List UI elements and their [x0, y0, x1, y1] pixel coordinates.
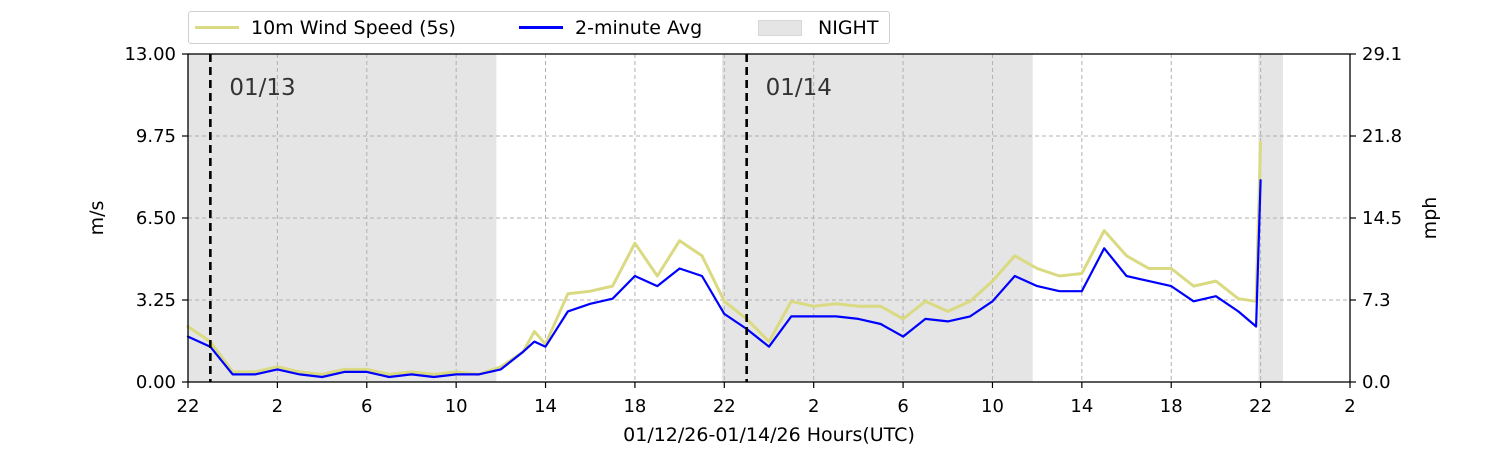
x-tick-label-7: 2 — [808, 396, 819, 417]
day-marker-label-0: 01/13 — [229, 75, 295, 101]
y-tick-label-left-4: 13.00 — [124, 44, 176, 65]
legend-item-wind-speed: 10m Wind Speed (5s) — [195, 12, 456, 43]
x-tick-label-4: 14 — [534, 396, 557, 417]
x-tick-label-8: 6 — [897, 396, 908, 417]
x-tick-label-1: 2 — [272, 396, 283, 417]
legend: 10m Wind Speed (5s) 2-minute Avg NIGHT — [188, 11, 890, 44]
y-tick-label-right-0: 0.0 — [1362, 372, 1391, 393]
legend-label-2min-avg: 2-minute Avg — [575, 16, 703, 39]
y-tick-label-right-1: 7.3 — [1362, 290, 1391, 311]
x-tick-label-5: 18 — [623, 396, 646, 417]
x-tick-label-2: 6 — [361, 396, 372, 417]
y-axis-label-right: mph — [1419, 197, 1441, 240]
x-axis-label: 01/12/26-01/14/26 Hours(UTC) — [623, 424, 915, 446]
y-tick-label-left-2: 6.50 — [136, 208, 176, 229]
axis-layer: 22 2 6 10 14 18 22 2 6 10 14 18 22 20.00 0.03.25 7.36.5… — [124, 44, 1402, 417]
y-axis-label-left: m/s — [86, 201, 108, 236]
legend-swatch-2min-avg — [519, 26, 563, 29]
day-marker-layer: 01/13 01/14 — [209, 54, 832, 382]
x-tick-label-6: 22 — [713, 396, 736, 417]
x-tick-label-9: 10 — [981, 396, 1004, 417]
y-tick-label-right-4: 29.1 — [1362, 44, 1402, 65]
series-layer — [186, 140, 1263, 379]
series-line-2min-avg — [186, 179, 1262, 379]
day-marker-label-1: 01/14 — [766, 75, 832, 101]
y-tick-label-right-2: 14.5 — [1362, 208, 1402, 229]
legend-item-night: NIGHT — [758, 12, 878, 43]
y-tick-label-left-0: 0.00 — [136, 372, 176, 393]
x-tick-label-10: 14 — [1070, 396, 1093, 417]
legend-label-night: NIGHT — [818, 16, 879, 39]
x-tick-label-11: 18 — [1160, 396, 1183, 417]
grid-layer — [188, 54, 1350, 382]
legend-label-wind-speed: 10m Wind Speed (5s) — [251, 16, 456, 39]
x-tick-label-3: 10 — [445, 396, 468, 417]
y-tick-label-left-1: 3.25 — [136, 290, 176, 311]
x-tick-label-13: 2 — [1344, 396, 1355, 417]
y-tick-label-left-3: 9.75 — [136, 126, 176, 147]
legend-swatch-night — [758, 19, 802, 36]
legend-swatch-wind-speed — [195, 26, 239, 29]
series-line-wind-speed — [186, 140, 1263, 376]
x-tick-label-12: 22 — [1249, 396, 1272, 417]
x-tick-label-0: 22 — [177, 396, 200, 417]
legend-item-2min-avg: 2-minute Avg — [519, 12, 702, 43]
y-tick-label-right-3: 21.8 — [1362, 126, 1402, 147]
